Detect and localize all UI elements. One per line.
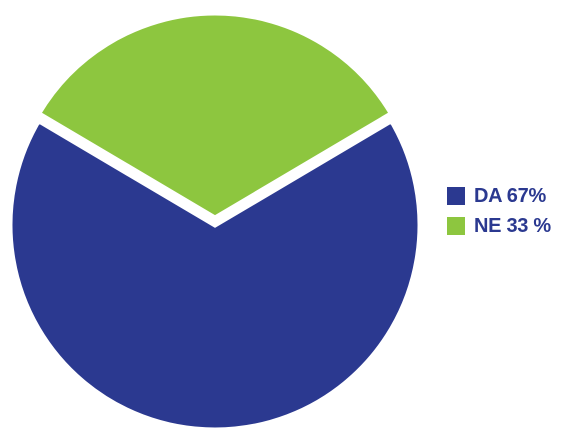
pie-slice-ne (35, 10, 395, 221)
pie-slice-da (7, 117, 423, 429)
legend-label-da: DA 67% (474, 184, 546, 207)
pie-slices (7, 10, 423, 429)
legend-swatch-ne (447, 217, 465, 235)
legend-item-ne: NE 33 % (447, 211, 572, 241)
legend-swatch-da (447, 187, 465, 205)
legend-item-da: DA 67% (447, 181, 572, 211)
legend: DA 67% NE 33 % (447, 181, 572, 241)
legend-label-ne: NE 33 % (474, 214, 551, 237)
